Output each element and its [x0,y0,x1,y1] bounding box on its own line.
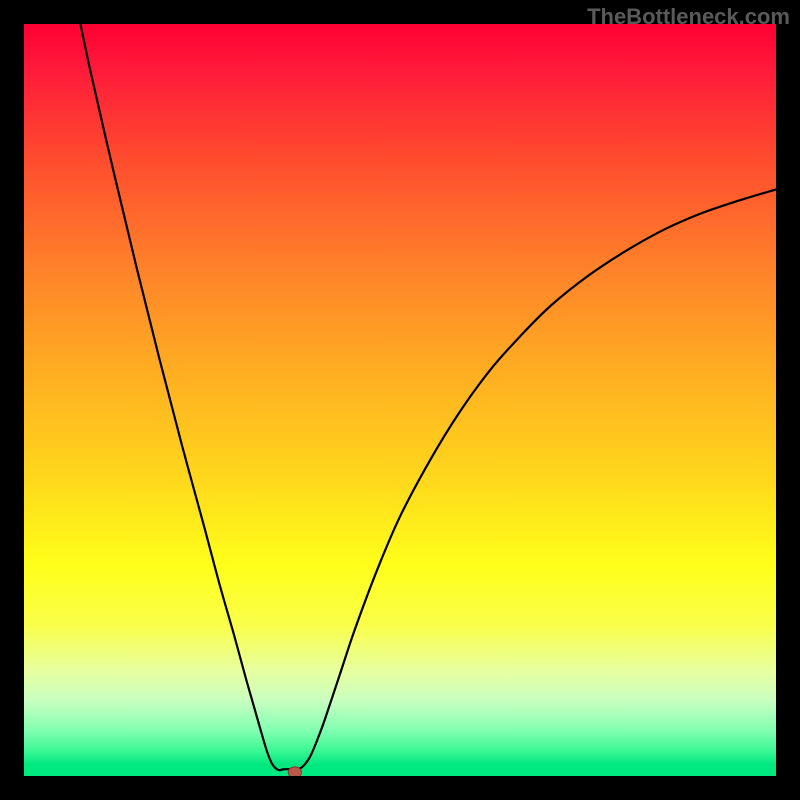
plot-area [24,24,776,776]
watermark-text: TheBottleneck.com [587,4,790,30]
chart-container: TheBottleneck.com [0,0,800,800]
optimal-point-marker [288,767,302,776]
bottleneck-curve [80,24,776,770]
curve-svg [24,24,776,776]
